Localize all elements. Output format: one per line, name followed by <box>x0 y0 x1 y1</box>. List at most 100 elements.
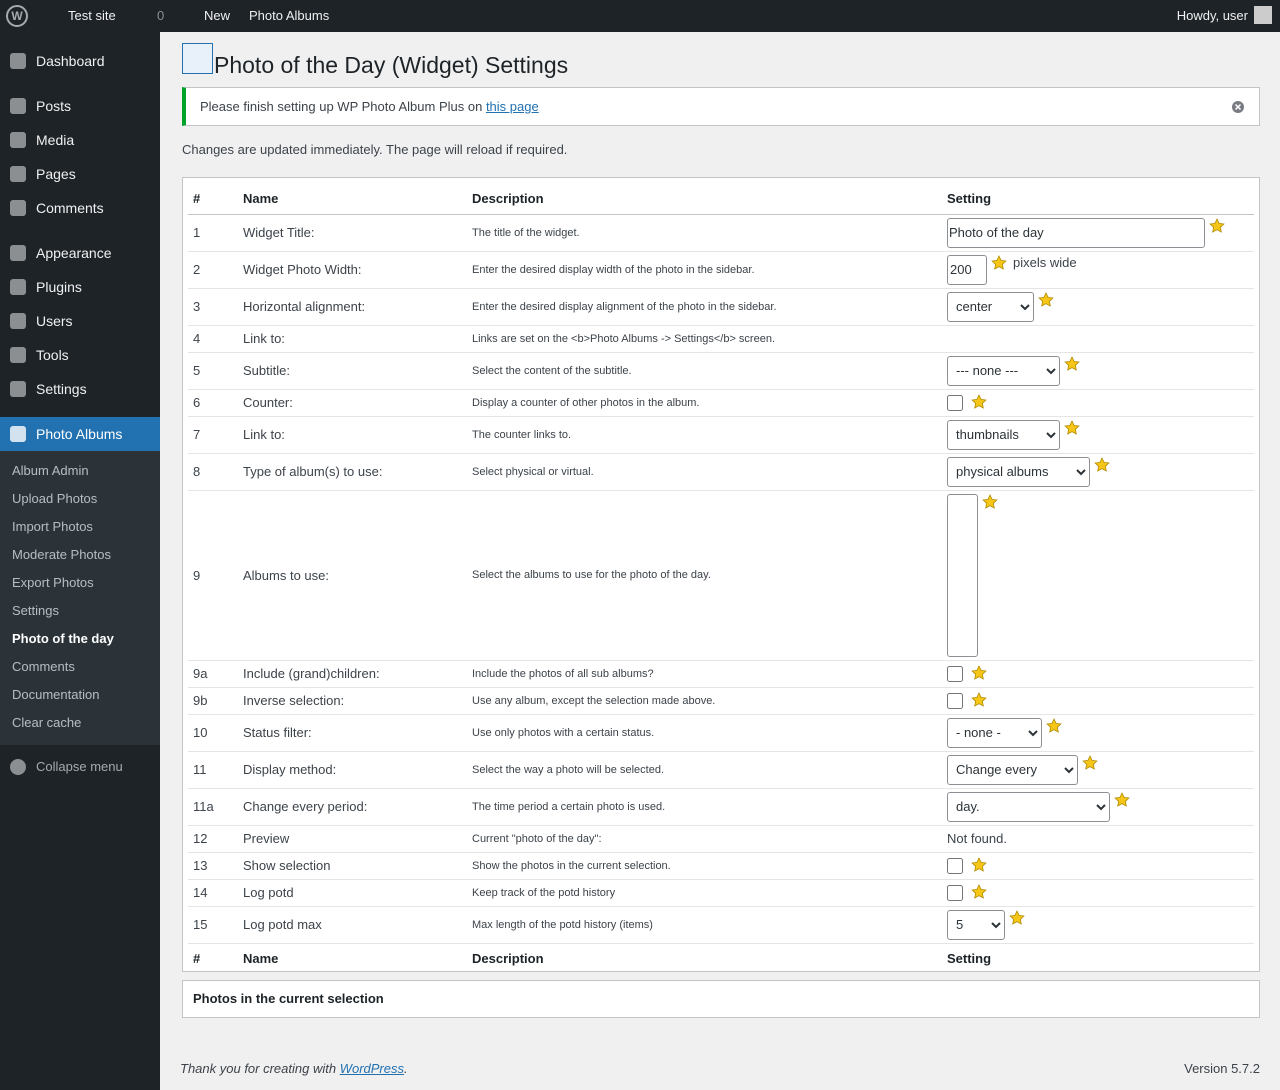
menu-item[interactable]: Settings <box>0 372 160 406</box>
setting-name: Show selection <box>238 852 467 880</box>
setting-name: Link to: <box>238 416 467 454</box>
checkbox[interactable] <box>947 692 963 709</box>
howdy[interactable]: Howdy, user <box>1176 8 1248 23</box>
select[interactable]: - none - <box>947 717 1042 748</box>
star-icon[interactable] <box>1064 355 1080 372</box>
menu-item[interactable]: Posts <box>0 89 160 123</box>
checkbox[interactable] <box>947 857 963 874</box>
submenu-item[interactable]: Export Photos <box>12 575 94 590</box>
select[interactable]: physical albums <box>947 456 1090 487</box>
sidebar: Dashboard Posts Media Pages Comments Appearan… <box>0 32 160 1090</box>
star-icon[interactable] <box>971 692 987 708</box>
footer-link[interactable]: WordPress <box>339 1061 404 1076</box>
menu-item[interactable]: Media <box>0 123 160 157</box>
select[interactable]: --- none --- <box>947 355 1060 386</box>
submenu-item[interactable]: Comments <box>12 659 75 674</box>
star-icon[interactable] <box>1209 217 1225 234</box>
setting-description: The counter links to. <box>467 416 942 454</box>
submenu-item[interactable]: Album Admin <box>12 463 89 478</box>
menu-item[interactable]: Dashboard <box>0 44 160 78</box>
menu-item[interactable]: Tools <box>0 338 160 372</box>
selection-box: Photos in the current selection <box>182 980 1260 1018</box>
site-name[interactable]: Test site <box>68 8 116 23</box>
setting-description: Use only photos with a certain status. <box>467 714 942 752</box>
collapse-menu[interactable]: Collapse menu <box>0 750 160 784</box>
setting-control <box>942 852 1254 880</box>
column-header: Description <box>467 183 942 215</box>
submenu-item[interactable]: Documentation <box>12 687 100 702</box>
setting-name: Counter: <box>238 389 467 417</box>
admin-bar: W Test site 0 New Photo Albums Howdy, us… <box>0 0 1280 32</box>
row-number: 1 <box>188 214 238 252</box>
row-number: 9b <box>188 687 238 715</box>
row-number: 13 <box>188 852 238 880</box>
submenu-item[interactable]: Photo of the day <box>12 631 114 646</box>
setting-name: Type of album(s) to use: <box>238 453 467 491</box>
setting-name: Status filter: <box>238 714 467 752</box>
submenu-item[interactable]: Moderate Photos <box>12 547 112 562</box>
row-number: 15 <box>188 906 238 944</box>
select[interactable]: day. <box>947 791 1110 822</box>
checkbox[interactable] <box>947 665 963 682</box>
star-icon[interactable] <box>1038 291 1054 308</box>
plugin-link[interactable]: Photo Albums <box>249 8 330 23</box>
settings-row: 10 Status filter: Use only photos with a c… <box>188 714 1254 752</box>
svg-text:W: W <box>11 9 23 23</box>
menu-item[interactable]: Users <box>0 304 160 338</box>
setting-name: Log potd max <box>238 906 467 944</box>
settings-row: 5 Subtitle: Select the content of the subt… <box>188 352 1254 390</box>
select[interactable]: center <box>947 291 1034 322</box>
column-header: # <box>188 183 238 215</box>
star-icon[interactable] <box>1114 791 1130 808</box>
wp-logo[interactable]: W <box>6 5 28 27</box>
submenu-item[interactable]: Settings <box>12 603 59 618</box>
setting-control: - none - <box>942 714 1254 752</box>
setting-description: The title of the widget. <box>467 214 942 252</box>
menu-item[interactable]: Pages <box>0 157 160 191</box>
submenu-item[interactable]: Import Photos <box>12 519 93 534</box>
listbox[interactable] <box>947 493 978 657</box>
menu-icon <box>10 166 26 182</box>
setting-name: Log potd <box>238 879 467 907</box>
comments-count[interactable]: 0 <box>157 8 165 23</box>
star-icon[interactable] <box>1064 419 1080 436</box>
star-icon[interactable] <box>971 884 987 900</box>
row-number: 9 <box>188 490 238 661</box>
setting-description: Select the content of the subtitle. <box>467 352 942 390</box>
dismiss[interactable] <box>1231 100 1245 114</box>
menu-item[interactable]: Comments <box>0 191 160 225</box>
submenu-item[interactable]: Upload Photos <box>12 491 98 506</box>
star-icon[interactable] <box>971 394 987 410</box>
star-icon[interactable] <box>971 665 987 681</box>
setting-description: Select physical or virtual. <box>467 453 942 491</box>
star-icon[interactable] <box>982 493 998 510</box>
menu-item[interactable]: Plugins <box>0 270 160 304</box>
avatar <box>1254 6 1272 24</box>
star-icon[interactable] <box>1009 909 1025 926</box>
number-input[interactable] <box>947 254 987 285</box>
submenu-item[interactable]: Clear cache <box>12 715 82 730</box>
menu-item-active[interactable]: Photo Albums <box>0 417 160 451</box>
setting-name: Horizontal alignment: <box>238 288 467 326</box>
checkbox[interactable] <box>947 394 963 411</box>
text-input[interactable] <box>947 217 1205 248</box>
select[interactable]: 5 <box>947 909 1005 940</box>
select[interactable]: thumbnails <box>947 419 1060 450</box>
star-icon[interactable] <box>971 857 987 873</box>
star-icon[interactable] <box>991 254 1007 271</box>
star-icon[interactable] <box>1082 754 1098 771</box>
menu-icon <box>10 426 26 442</box>
info-text: Changes are updated immediately. The pag… <box>182 142 568 157</box>
setting-description: Keep track of the potd history <box>467 879 942 907</box>
menu-item[interactable]: Appearance <box>0 236 160 270</box>
setting-name: Display method: <box>238 751 467 789</box>
checkbox[interactable] <box>947 884 963 901</box>
star-icon[interactable] <box>1046 717 1062 734</box>
select[interactable]: Change every <box>947 754 1078 785</box>
new-link[interactable]: New <box>204 8 231 23</box>
footer-thanks: Thank you for creating with <box>180 1061 337 1076</box>
notice-link[interactable]: this page <box>485 99 539 114</box>
star-icon[interactable] <box>1094 456 1110 473</box>
